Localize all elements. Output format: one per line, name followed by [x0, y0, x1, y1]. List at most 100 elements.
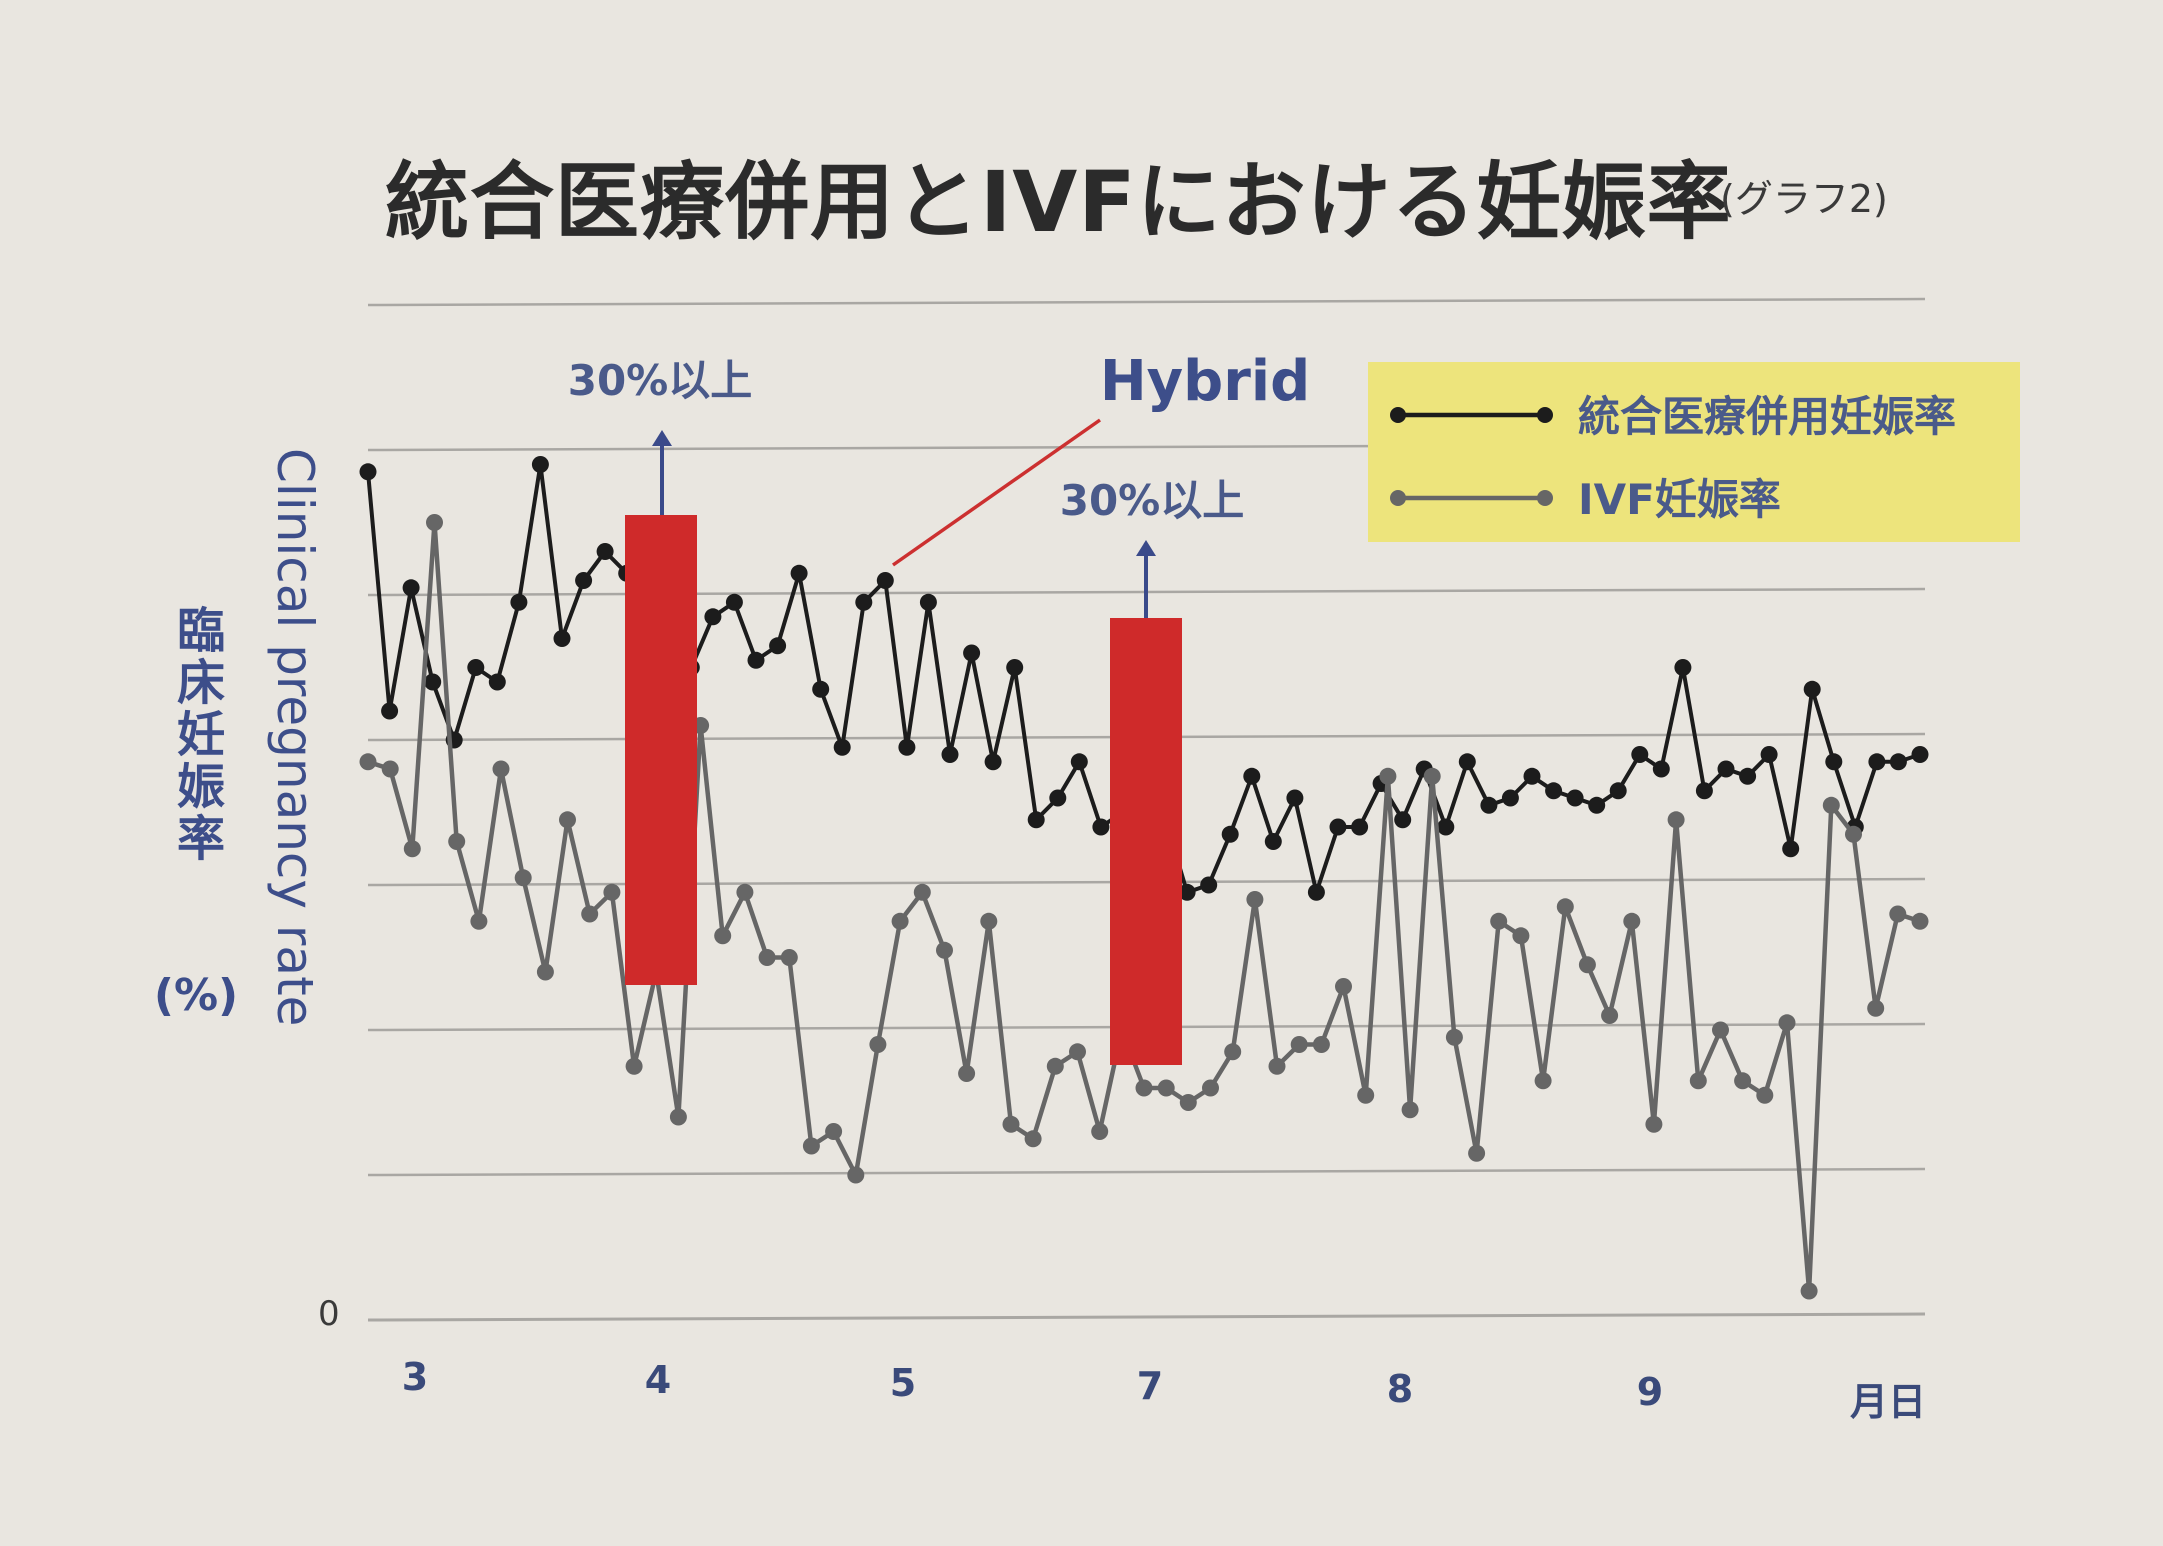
data-point: [936, 941, 953, 959]
x-axis-label: 月日: [1850, 1380, 1926, 1424]
data-point: [1756, 1086, 1774, 1104]
data-point: [1674, 659, 1692, 676]
data-point: [1545, 782, 1563, 800]
data-point: [1845, 825, 1862, 843]
data-point: [1178, 883, 1196, 901]
data-point: [1286, 789, 1304, 807]
legend-label: IVF妊娠率: [1578, 475, 1781, 524]
data-point: [359, 753, 377, 771]
data-point: [359, 463, 377, 481]
data-point: [1822, 796, 1840, 814]
data-point: [1566, 789, 1584, 807]
data-point: [984, 753, 1002, 771]
data-point: [1335, 978, 1352, 995]
data-point: [492, 760, 510, 778]
data-point: [1357, 1086, 1375, 1104]
data-point: [1221, 825, 1239, 843]
data-point: [1601, 1007, 1619, 1024]
chart-subtitle: (グラフ2): [1720, 177, 1888, 221]
data-point: [1312, 1036, 1330, 1053]
data-point: [898, 738, 916, 756]
data-point: [1782, 840, 1800, 858]
legend-marker: [1390, 407, 1406, 423]
data-point: [958, 1065, 976, 1082]
data-point: [725, 593, 743, 611]
gridline: [367, 1312, 1926, 1322]
data-point: [1157, 1079, 1175, 1097]
data-point: [1049, 789, 1067, 807]
data-point: [448, 833, 466, 850]
data-point: [1202, 1079, 1219, 1097]
data-point: [1401, 1101, 1419, 1119]
data-point: [625, 1057, 643, 1075]
data-point: [1069, 1043, 1086, 1061]
data-point: [402, 579, 420, 597]
data-point: [1911, 746, 1929, 763]
data-point: [531, 456, 549, 473]
data-point: [1889, 753, 1907, 771]
data-point: [426, 514, 443, 531]
data-point: [1002, 1115, 1020, 1133]
data-point: [1739, 767, 1757, 785]
data-point: [1307, 883, 1325, 901]
data-point: [575, 572, 593, 589]
data-point: [669, 1108, 687, 1126]
data-point: [381, 760, 399, 778]
data-point: [467, 659, 485, 676]
highlight-bar: [625, 515, 697, 985]
data-point: [1652, 760, 1670, 778]
data-point: [1135, 1079, 1153, 1097]
data-point: [1501, 789, 1519, 807]
data-point: [559, 811, 576, 829]
data-point: [1623, 912, 1641, 930]
data-point: [488, 673, 506, 691]
data-point: [1027, 811, 1045, 829]
data-point: [596, 543, 614, 560]
data-point: [1490, 912, 1508, 930]
x-tick-label: 4: [645, 1358, 671, 1402]
legend-marker: [1537, 490, 1553, 506]
data-point: [1445, 1028, 1463, 1046]
data-point: [1423, 767, 1441, 785]
data-point: [1024, 1130, 1042, 1148]
data-point: [1264, 833, 1282, 850]
bar-label: 30%以上: [1060, 476, 1245, 525]
data-point: [980, 912, 998, 930]
data-point: [1609, 782, 1627, 800]
data-point: [1689, 1072, 1707, 1090]
data-point: [780, 949, 798, 966]
data-point: [963, 644, 981, 662]
data-point: [1437, 818, 1455, 836]
data-point: [812, 680, 830, 698]
data-point: [1778, 1014, 1796, 1032]
data-point: [1379, 767, 1397, 785]
gridline: [367, 297, 1926, 307]
arrow-head: [652, 430, 672, 446]
data-point: [424, 673, 442, 691]
data-point: [1717, 760, 1735, 778]
data-point: [1825, 753, 1843, 771]
data-point: [1734, 1072, 1752, 1090]
highlight-bar: [1110, 618, 1182, 1065]
data-point: [1868, 753, 1886, 771]
data-point: [1480, 796, 1498, 814]
data-point: [941, 746, 959, 763]
data-point: [603, 883, 621, 901]
data-point: [790, 564, 808, 582]
data-point: [769, 637, 787, 655]
data-point: [1588, 796, 1606, 814]
arrow-head: [1136, 540, 1156, 556]
x-tick-label: 3: [402, 1355, 428, 1399]
legend-marker: [1390, 490, 1406, 506]
data-point: [1092, 818, 1110, 836]
data-point: [1556, 898, 1574, 916]
y-tick-label: 0: [318, 1294, 340, 1334]
data-point: [1631, 746, 1649, 763]
data-point: [1645, 1115, 1663, 1133]
legend-label: 統合医療併用妊娠率: [1578, 392, 1956, 441]
data-point: [1800, 1282, 1818, 1300]
hybrid-callout-line: [891, 418, 1102, 567]
data-point: [758, 949, 776, 966]
